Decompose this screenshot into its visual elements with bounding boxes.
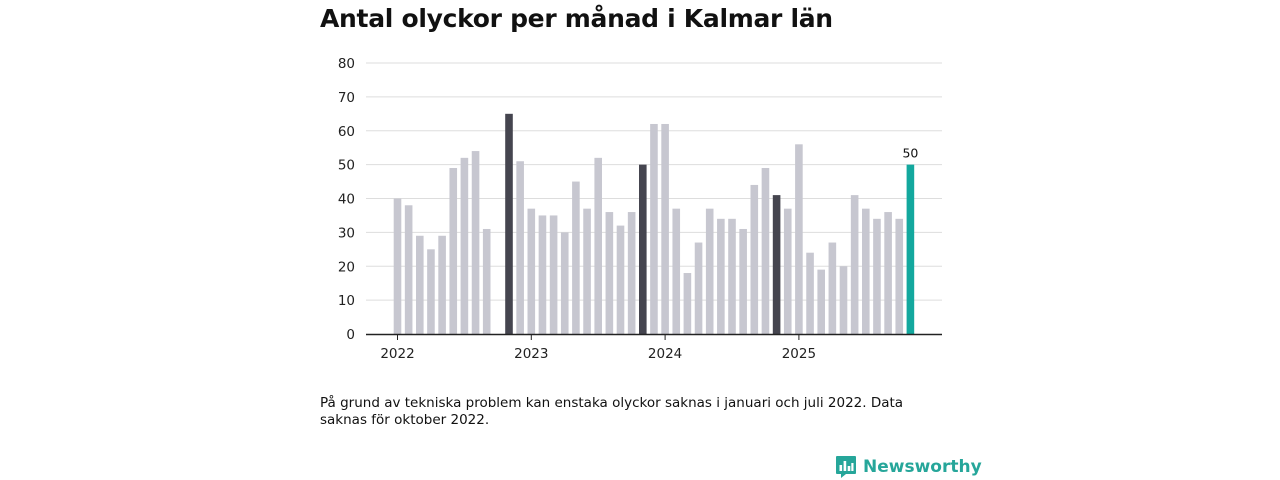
bar-2024-11 [772,195,781,334]
bar-2023-08 [605,212,614,334]
bar-2023-06 [583,208,591,334]
bar-chart: 0 10 20 30 40 50 60 70 80 2022 2023 2024 2025 50 [338,56,942,362]
y-tick-label: 40 [338,192,355,208]
bar-2025-03 [817,269,825,334]
x-tick-label: 2023 [514,346,548,362]
y-tick-label: 0 [346,327,355,343]
bar-2023-05 [572,181,580,334]
bars [393,113,915,335]
bar-2024-02 [672,208,681,334]
bar-2024-06 [717,218,725,334]
y-tick-label: 30 [338,225,355,241]
y-tick-label: 60 [338,124,355,140]
bar-chart-speech-icon [836,456,856,478]
bar-2022-08 [471,151,480,334]
bar-2023-10 [627,212,636,334]
bar-2023-09 [616,225,625,334]
bar-2023-01 [527,208,536,334]
y-tick-label: 80 [338,56,355,72]
footnote: På grund av tekniska problem kan enstaka… [320,395,904,428]
bar-2023-12 [650,123,658,334]
data-label: 50 [902,146,918,161]
bar-2025-07 [862,208,870,334]
bar-2022-05 [438,235,446,334]
y-tick-label: 70 [338,90,355,106]
bar-2025-09 [884,212,892,334]
bar-2024-10 [761,168,770,334]
bar-2025-04 [828,242,837,334]
bar-2022-06 [449,168,458,334]
bar-2022-12 [516,161,524,334]
bar-2024-08 [739,228,747,334]
bar-2023-04 [560,232,569,335]
x-tick-label: 2022 [380,346,414,362]
bar-2025-02 [806,252,814,334]
bar-2022-01 [393,198,402,334]
y-tick-label: 20 [338,259,355,275]
bar-2024-04 [694,242,703,334]
y-tick-label: 50 [338,158,355,174]
brand-name: Newsworthy [863,457,982,477]
x-tick-label: 2025 [782,346,816,362]
bar-2022-02 [404,205,413,334]
x-axis: 2022 2023 2024 2025 [366,333,942,362]
bar-2025-11 [906,164,915,335]
bar-2025-05 [839,266,848,334]
newsworthy-logo: Newsworthy [835,455,982,479]
bar-2023-11 [639,164,647,335]
y-axis: 0 10 20 30 40 50 60 70 80 [338,56,355,343]
bar-2023-03 [549,215,558,334]
bar-2024-01 [661,123,669,334]
bar-2024-03 [683,273,692,334]
x-tick-label: 2024 [648,346,682,362]
bar-2022-07 [460,157,469,334]
bar-2024-07 [728,218,736,334]
bar-2025-10 [895,218,904,334]
bar-2025-06 [850,195,859,334]
bar-2022-04 [427,249,435,334]
bar-2023-07 [594,157,602,334]
y-tick-label: 10 [338,293,355,309]
bar-2024-05 [705,208,714,334]
bar-2024-12 [783,208,792,334]
bar-2022-09 [482,228,491,334]
bar-2022-03 [416,235,424,334]
bar-2022-11 [505,113,513,334]
data-labels: 50 [902,146,918,161]
bar-2024-09 [750,184,759,334]
bar-2023-02 [538,215,547,334]
bar-2025-08 [873,218,881,334]
chart-title: Antal olyckor per månad i Kalmar län [320,4,833,33]
bar-2025-01 [795,144,803,334]
